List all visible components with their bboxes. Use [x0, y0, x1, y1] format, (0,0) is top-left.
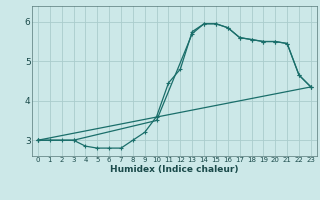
- X-axis label: Humidex (Indice chaleur): Humidex (Indice chaleur): [110, 165, 239, 174]
